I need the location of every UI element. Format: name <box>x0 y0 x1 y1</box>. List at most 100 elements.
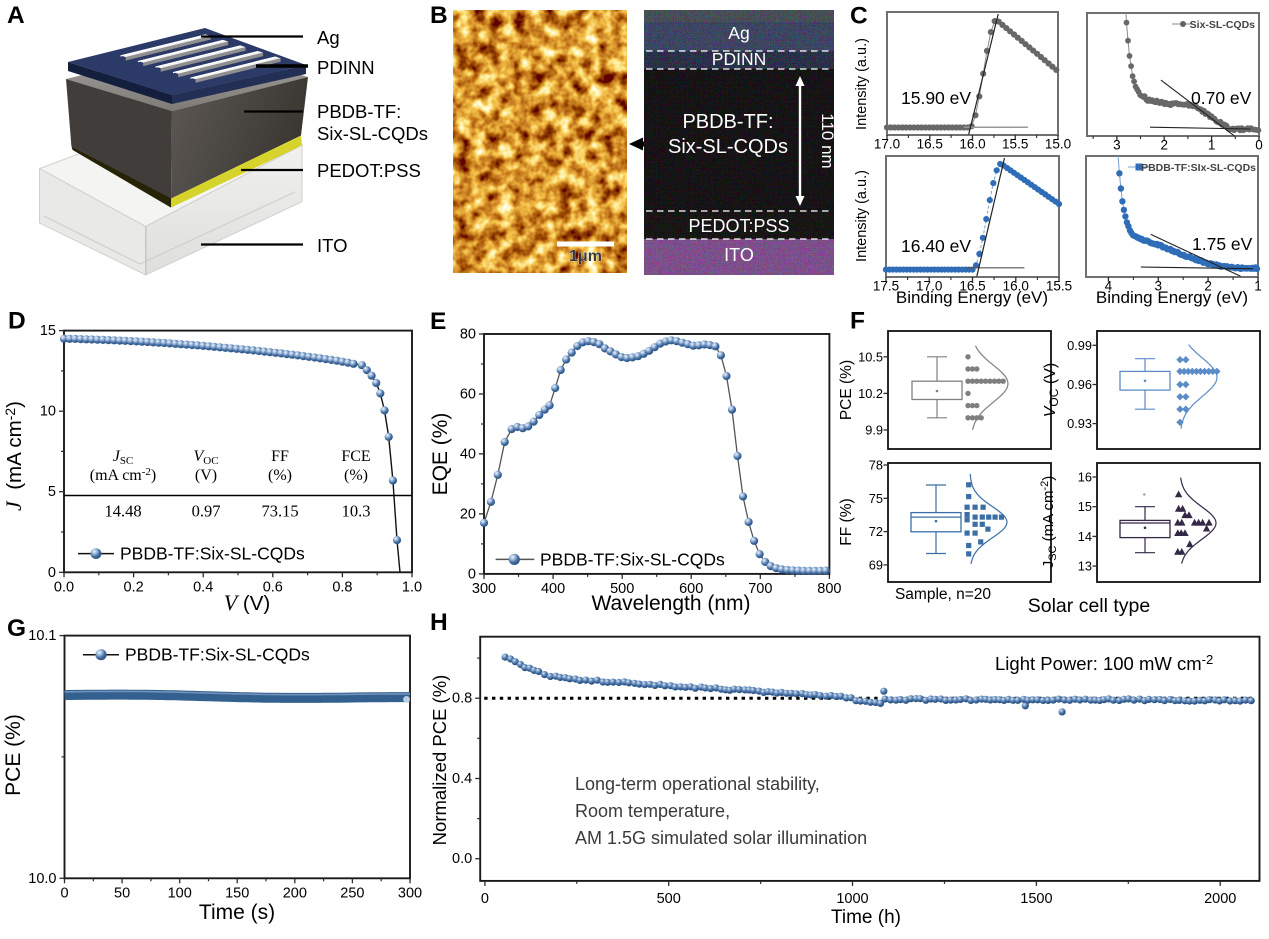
svg-text:15: 15 <box>1078 499 1092 514</box>
svg-text:9.9: 9.9 <box>865 423 883 438</box>
svg-text:A: A <box>7 2 25 29</box>
svg-text:15.5: 15.5 <box>1002 137 1028 152</box>
svg-text:80: 80 <box>460 327 476 343</box>
svg-text:400: 400 <box>541 581 565 597</box>
svg-text:10: 10 <box>40 404 56 420</box>
svg-text:15.5: 15.5 <box>1046 279 1072 294</box>
svg-text:40: 40 <box>460 446 476 462</box>
svg-text:Six-SL-CQDs: Six-SL-CQDs <box>1190 19 1256 31</box>
svg-text:0: 0 <box>48 565 56 581</box>
svg-text:D: D <box>8 308 26 335</box>
svg-text:ITO: ITO <box>317 235 348 256</box>
svg-text:Light Power: 100 mW cm-2: Light Power: 100 mW cm-2 <box>995 652 1213 674</box>
svg-text:600: 600 <box>679 581 703 597</box>
svg-text:ITO: ITO <box>724 245 754 265</box>
svg-text:20: 20 <box>460 506 476 522</box>
svg-text:PDINN: PDINN <box>712 49 766 69</box>
svg-text:PCE (%): PCE (%) <box>2 714 25 796</box>
svg-text:16.5: 16.5 <box>959 279 985 294</box>
svg-text:78: 78 <box>869 458 883 473</box>
svg-text:150: 150 <box>225 885 249 901</box>
svg-text:5: 5 <box>48 484 56 500</box>
svg-text:Six-SL-CQDs: Six-SL-CQDs <box>668 136 788 158</box>
svg-text:VOC: VOC <box>193 448 218 467</box>
svg-text:VOC (V): VOC (V) <box>1042 363 1061 417</box>
svg-text:1500: 1500 <box>1020 891 1052 907</box>
svg-text:0.96: 0.96 <box>1067 377 1092 392</box>
svg-text:(%): (%) <box>344 467 368 484</box>
svg-text:1.0: 1.0 <box>402 579 422 595</box>
svg-text:16.40 eV: 16.40 eV <box>901 236 971 256</box>
svg-text:C: C <box>850 3 868 30</box>
svg-text:Binding Energy (eV): Binding Energy (eV) <box>1096 288 1248 307</box>
svg-text:JSC (mA cm-2): JSC (mA cm-2) <box>1039 476 1059 569</box>
svg-text:10.0: 10.0 <box>28 871 56 887</box>
svg-text:FF (%): FF (%) <box>838 498 855 545</box>
svg-text:E: E <box>430 308 446 335</box>
svg-text:10.3: 10.3 <box>342 502 371 521</box>
svg-text:1: 1 <box>1254 279 1262 294</box>
svg-text:69: 69 <box>869 557 883 572</box>
svg-text:PBDB-TF:Six-SL-CQDs: PBDB-TF:Six-SL-CQDs <box>120 544 305 564</box>
svg-text:0.8: 0.8 <box>452 691 472 707</box>
svg-text:15: 15 <box>40 323 56 339</box>
svg-text:1: 1 <box>1208 138 1216 153</box>
svg-text:250: 250 <box>340 885 364 901</box>
svg-text:0.4: 0.4 <box>452 771 472 787</box>
svg-text:10.1: 10.1 <box>28 628 56 644</box>
svg-text:72: 72 <box>869 524 883 539</box>
svg-text:0.97: 0.97 <box>192 502 221 521</box>
svg-text:1μm: 1μm <box>569 248 602 265</box>
svg-text:(V): (V) <box>195 467 217 484</box>
svg-text:FCE: FCE <box>341 448 370 465</box>
svg-text:0.0: 0.0 <box>452 851 472 867</box>
svg-text:10.5: 10.5 <box>858 349 883 364</box>
svg-text:FF: FF <box>271 448 289 465</box>
svg-text:2000: 2000 <box>1204 891 1236 907</box>
svg-text:15.90 eV: 15.90 eV <box>901 88 971 108</box>
svg-text:73.15: 73.15 <box>261 502 298 521</box>
svg-text:13: 13 <box>1078 559 1092 574</box>
svg-text:EQE (%): EQE (%) <box>429 413 452 496</box>
svg-text:0: 0 <box>468 566 476 582</box>
svg-text:(%): (%) <box>268 467 292 484</box>
svg-text:Normalized PCE (%): Normalized PCE (%) <box>429 675 450 846</box>
svg-text:J (mA cm-2): J (mA cm-2) <box>1 401 26 511</box>
svg-text:16.5: 16.5 <box>917 137 943 152</box>
svg-text:Ag: Ag <box>317 27 340 48</box>
svg-text:Sample, n=20: Sample, n=20 <box>895 586 991 603</box>
svg-text:Solar cell type: Solar cell type <box>1028 595 1150 617</box>
svg-text:300: 300 <box>472 581 496 597</box>
svg-text:17.0: 17.0 <box>916 279 942 294</box>
svg-text:1.75 eV: 1.75 eV <box>1192 234 1253 254</box>
svg-text:PBDB-TF:Six-SL-CQDs: PBDB-TF:Six-SL-CQDs <box>125 645 310 665</box>
svg-text:500: 500 <box>610 581 634 597</box>
svg-text:PBDB-TF:Six-SL-CQDs: PBDB-TF:Six-SL-CQDs <box>540 550 725 570</box>
svg-text:Long-term operational stabilit: Long-term operational stability, <box>575 774 820 794</box>
svg-text:110 nm: 110 nm <box>818 113 837 168</box>
svg-text:PEDOT:PSS: PEDOT:PSS <box>688 216 789 236</box>
svg-text:Time (h): Time (h) <box>831 907 901 928</box>
svg-text:500: 500 <box>657 891 681 907</box>
svg-text:PDINN: PDINN <box>317 57 375 78</box>
svg-text:1000: 1000 <box>836 891 868 907</box>
svg-text:3: 3 <box>1113 138 1121 153</box>
svg-text:PCE (%): PCE (%) <box>838 360 855 420</box>
svg-text:Binding Energy (eV): Binding Energy (eV) <box>896 288 1048 307</box>
svg-text:10.2: 10.2 <box>858 386 883 401</box>
svg-text:JSC: JSC <box>113 448 134 467</box>
svg-text:100: 100 <box>168 885 192 901</box>
svg-text:16: 16 <box>1078 470 1092 485</box>
svg-text:200: 200 <box>283 885 307 901</box>
svg-text:700: 700 <box>748 581 772 597</box>
svg-text:800: 800 <box>817 581 841 597</box>
svg-text:0.8: 0.8 <box>332 579 352 595</box>
svg-text:0: 0 <box>60 885 68 901</box>
svg-text:Ag: Ag <box>728 23 749 43</box>
svg-text:Room temperature,: Room temperature, <box>575 801 730 821</box>
svg-text:PBDB-TF:: PBDB-TF: <box>682 111 773 133</box>
svg-text:Intensity (a.u.): Intensity (a.u.) <box>854 170 870 262</box>
svg-text:0.70 eV: 0.70 eV <box>1191 88 1252 108</box>
svg-text:16.0: 16.0 <box>959 137 985 152</box>
svg-text:F: F <box>850 308 865 335</box>
